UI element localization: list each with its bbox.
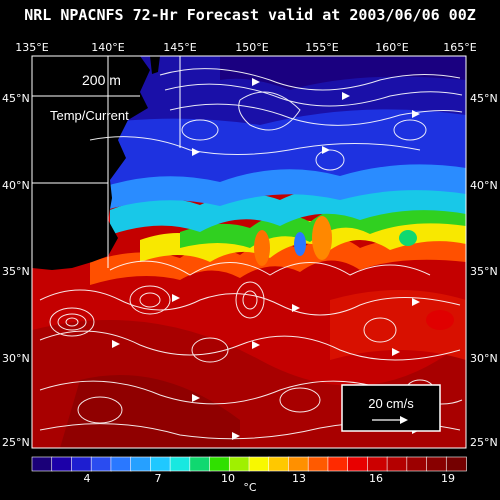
colorbar-swatch bbox=[130, 456, 152, 472]
lat-label: 25°N bbox=[2, 436, 30, 449]
lon-label: 155°E bbox=[305, 41, 338, 54]
lat-label: 45°N bbox=[2, 92, 30, 105]
colorbar-swatch bbox=[307, 456, 329, 472]
colorbar-swatch bbox=[71, 456, 92, 472]
colorbar-swatch bbox=[51, 456, 73, 472]
colorbar-swatch bbox=[367, 456, 388, 472]
lon-label: 145°E bbox=[163, 41, 196, 54]
colorbar bbox=[31, 456, 467, 472]
colorbar-tick-label: 10 bbox=[221, 472, 235, 485]
scale-vector-box: 20 cm/s bbox=[341, 384, 441, 432]
lat-label: 40°N bbox=[470, 179, 498, 192]
colorbar-swatch bbox=[426, 456, 448, 472]
lat-label: 40°N bbox=[2, 179, 30, 192]
colorbar-swatch bbox=[169, 456, 191, 472]
colorbar-swatch bbox=[327, 456, 349, 472]
colorbar-swatch bbox=[209, 456, 231, 472]
colorbar-swatch bbox=[445, 456, 467, 472]
temperature-field bbox=[32, 56, 466, 448]
colorbar-swatch bbox=[288, 456, 309, 472]
colorbar-tick-label: 13 bbox=[292, 472, 306, 485]
colorbar-tick-label: 16 bbox=[369, 472, 383, 485]
colorbar-swatch bbox=[189, 456, 211, 472]
scale-vector-label: 20 cm/s bbox=[368, 396, 414, 411]
colorbar-swatch bbox=[268, 456, 290, 472]
lat-label: 30°N bbox=[470, 352, 498, 365]
colorbar-swatch bbox=[248, 456, 270, 472]
lat-label: 30°N bbox=[2, 352, 30, 365]
lat-label: 35°N bbox=[2, 265, 30, 278]
colorbar-swatch bbox=[386, 456, 408, 472]
map-title: NRL NPACNFS 72-Hr Forecast valid at 2003… bbox=[24, 6, 476, 24]
colorbar-swatch bbox=[228, 456, 250, 472]
fields-label: Temp/Current bbox=[50, 108, 129, 123]
lon-label: 135°E bbox=[15, 41, 48, 54]
colorbar-swatch bbox=[406, 456, 428, 472]
lat-label: 35°N bbox=[470, 265, 498, 278]
colorbar-tick-label: 7 bbox=[155, 472, 162, 485]
lon-label: 150°E bbox=[235, 41, 268, 54]
colorbar-ticks: 4 7 10 13 16 19 bbox=[84, 472, 456, 485]
scale-vector-arrowhead bbox=[400, 416, 408, 424]
lon-label: 160°E bbox=[375, 41, 408, 54]
colorbar-swatch bbox=[90, 456, 112, 472]
lat-label: 45°N bbox=[470, 92, 498, 105]
colorbar-swatch bbox=[150, 456, 171, 472]
colorbar-unit: °C bbox=[243, 481, 257, 494]
lon-label: 140°E bbox=[91, 41, 124, 54]
graticule bbox=[31, 55, 467, 449]
depth-label: 200 m bbox=[82, 72, 121, 88]
colorbar-swatch bbox=[31, 456, 53, 472]
latitude-labels-right: 45°N 40°N 35°N 30°N 25°N bbox=[470, 92, 498, 449]
colorbar-swatch bbox=[347, 456, 369, 472]
colorbar-swatch bbox=[110, 456, 132, 472]
colorbar-tick-label: 4 bbox=[84, 472, 91, 485]
lon-label: 165°E bbox=[443, 41, 476, 54]
colorbar-tick-label: 19 bbox=[441, 472, 455, 485]
latitude-labels-left: 45°N 40°N 35°N 30°N 25°N bbox=[2, 92, 30, 449]
longitude-labels: 135°E 140°E 145°E 150°E 155°E 160°E 165°… bbox=[15, 41, 476, 54]
lat-label: 25°N bbox=[470, 436, 498, 449]
